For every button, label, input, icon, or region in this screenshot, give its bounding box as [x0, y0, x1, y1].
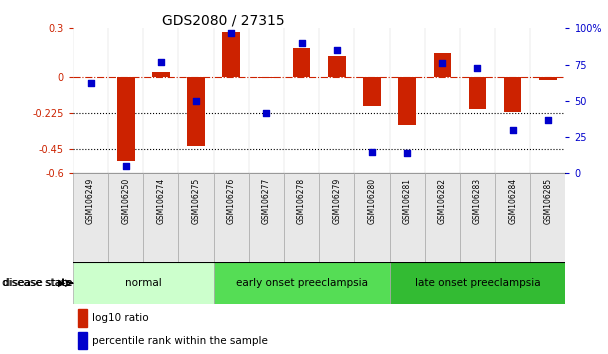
Point	[86, 81, 95, 86]
Point	[472, 65, 482, 70]
Text: GSM106283: GSM106283	[473, 178, 482, 224]
Text: ▶: ▶	[58, 278, 66, 288]
Text: disease state: disease state	[3, 278, 72, 288]
Text: GSM106279: GSM106279	[333, 178, 341, 224]
Point	[261, 110, 271, 115]
Text: GSM106284: GSM106284	[508, 178, 517, 224]
Bar	[73, 262, 213, 304]
Point	[543, 117, 553, 122]
Point	[191, 98, 201, 104]
Bar	[284, 173, 319, 262]
Bar	[143, 173, 179, 262]
Point	[332, 47, 342, 53]
Bar	[390, 262, 565, 304]
Bar	[390, 173, 425, 262]
Text: GSM106274: GSM106274	[156, 178, 165, 224]
Point	[156, 59, 166, 64]
Bar	[258, 77, 275, 78]
Bar	[328, 56, 345, 77]
Bar	[187, 77, 205, 146]
Bar	[539, 77, 557, 80]
Text: GSM106249: GSM106249	[86, 178, 95, 224]
Bar	[223, 32, 240, 77]
Bar	[319, 173, 354, 262]
Bar	[213, 173, 249, 262]
Bar	[78, 309, 87, 327]
Text: normal: normal	[125, 278, 162, 288]
Point	[367, 149, 377, 154]
Text: GSM106275: GSM106275	[192, 178, 201, 224]
Point	[297, 40, 306, 46]
Point	[226, 30, 236, 35]
Bar	[363, 77, 381, 106]
Text: percentile rank within the sample: percentile rank within the sample	[92, 336, 268, 346]
Bar	[73, 173, 108, 262]
Text: disease state: disease state	[2, 278, 71, 288]
Text: late onset preeclampsia: late onset preeclampsia	[415, 278, 541, 288]
Bar	[469, 77, 486, 109]
Text: GSM106282: GSM106282	[438, 178, 447, 224]
Bar	[425, 173, 460, 262]
Text: GSM106285: GSM106285	[544, 178, 552, 224]
Point	[121, 164, 131, 169]
Text: GSM106280: GSM106280	[367, 178, 376, 224]
Text: log10 ratio: log10 ratio	[92, 313, 148, 323]
Bar	[434, 52, 451, 77]
Point	[508, 127, 517, 133]
Bar	[460, 173, 495, 262]
Bar	[179, 173, 213, 262]
Text: GSM106276: GSM106276	[227, 178, 236, 224]
Point	[438, 60, 447, 66]
Point	[402, 150, 412, 156]
Bar	[213, 262, 390, 304]
Bar	[78, 332, 87, 349]
Bar	[495, 173, 530, 262]
Bar	[398, 77, 416, 125]
Bar	[354, 173, 390, 262]
Bar	[530, 173, 565, 262]
Bar	[117, 77, 134, 161]
Text: GSM106250: GSM106250	[121, 178, 130, 224]
Bar	[249, 173, 284, 262]
Bar	[108, 173, 143, 262]
Bar	[293, 48, 311, 77]
Text: GSM106278: GSM106278	[297, 178, 306, 224]
Text: early onset preeclampsia: early onset preeclampsia	[236, 278, 368, 288]
Text: GDS2080 / 27315: GDS2080 / 27315	[162, 13, 284, 27]
Text: GSM106281: GSM106281	[402, 178, 412, 224]
Bar	[504, 77, 522, 112]
Bar	[152, 72, 170, 77]
Text: GSM106277: GSM106277	[262, 178, 271, 224]
